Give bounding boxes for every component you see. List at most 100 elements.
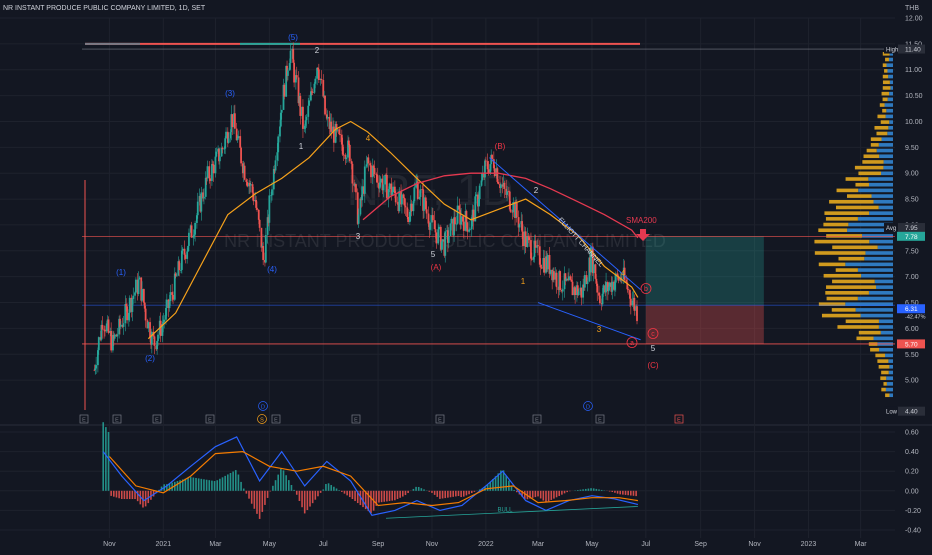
wave-1-blue: (1) xyxy=(116,268,126,277)
candle-body xyxy=(469,229,471,230)
candle-body xyxy=(401,194,403,204)
candle-body xyxy=(314,79,316,84)
candle-body xyxy=(367,157,369,163)
macd-hist-bar xyxy=(561,491,563,495)
vp-bar-up xyxy=(878,245,893,249)
candle-body xyxy=(225,132,227,138)
macd-hist-bar xyxy=(320,491,322,493)
candle-body xyxy=(593,264,595,273)
candle-body xyxy=(197,202,199,216)
macd-hist-bar xyxy=(378,491,380,503)
vp-bar-up xyxy=(861,314,893,318)
price-tick-label: 10.50 xyxy=(905,93,923,100)
candle-body xyxy=(256,208,258,210)
vp-bar-up xyxy=(889,92,893,96)
macd-hist-bar xyxy=(386,491,388,502)
candle-body xyxy=(475,195,477,197)
vp-bar-down xyxy=(880,376,886,380)
vp-bar-up xyxy=(858,189,893,193)
candle-body xyxy=(134,292,136,295)
event-marker-label: E xyxy=(274,418,278,424)
macd-hist-bar xyxy=(399,491,401,498)
vp-bar-down xyxy=(837,325,878,329)
vp-bar-up xyxy=(879,143,893,147)
macd-hist-bar xyxy=(487,485,489,491)
event-marker-label: E xyxy=(677,418,681,424)
macd-hist-bar xyxy=(550,491,552,500)
macd-hist-bar xyxy=(402,491,404,497)
macd-hist-bar xyxy=(246,491,248,494)
vp-bar-down xyxy=(823,223,848,227)
wave-circle-b-label: b xyxy=(644,286,648,293)
vp-bar-down xyxy=(827,297,858,301)
candle-body xyxy=(234,113,236,128)
currency-label: THB xyxy=(905,5,919,12)
time-tick-label: May xyxy=(263,541,277,548)
macd-hist-bar xyxy=(535,491,537,497)
vp-bar-down xyxy=(881,371,889,375)
loss-zone xyxy=(646,305,764,344)
candle-body xyxy=(435,232,437,243)
vp-bar-down xyxy=(883,382,886,386)
macd-hist-bar xyxy=(415,487,417,491)
candle-body xyxy=(268,195,270,222)
candle-body xyxy=(596,284,598,293)
target-price-tag: 7.78 xyxy=(905,234,918,241)
macd-hist-bar xyxy=(397,491,399,499)
macd-tick-label: 0.40 xyxy=(905,449,919,456)
vp-bar-down xyxy=(832,280,875,284)
candle-body xyxy=(549,270,551,274)
candle-body xyxy=(321,79,323,80)
candle-body xyxy=(587,281,589,284)
candle-body xyxy=(114,335,116,339)
wave-2-blue: (2) xyxy=(145,354,155,363)
vp-bar-up xyxy=(868,177,893,181)
price-tick-label: 6.00 xyxy=(905,326,919,333)
macd-hist-bar xyxy=(513,490,515,491)
candle-body xyxy=(253,193,255,201)
position-zones xyxy=(646,236,764,344)
candle-body xyxy=(290,51,292,63)
vp-bar-up xyxy=(883,166,893,170)
event-marker-label: E xyxy=(155,418,159,424)
vp-bar-down xyxy=(824,274,861,278)
macd-hist-bar xyxy=(352,491,354,499)
macd-hist-bar xyxy=(214,481,216,491)
macd-hist-bar xyxy=(267,491,269,498)
candle-body xyxy=(185,255,187,259)
macd-hist-bar xyxy=(471,491,473,493)
candle-body xyxy=(279,126,281,136)
candle-body xyxy=(154,337,156,346)
candle-body xyxy=(454,217,456,224)
candle-body xyxy=(599,296,601,304)
macd-hist-bar xyxy=(611,491,613,492)
macd-hist-bar xyxy=(556,491,558,498)
vp-bar-up xyxy=(890,80,893,84)
candle-body xyxy=(239,136,241,148)
macd-tick-label: -0.20 xyxy=(905,508,921,515)
price-tick-label: 11.00 xyxy=(905,67,922,74)
wave-3-white: 3 xyxy=(356,232,361,241)
vp-bar-up xyxy=(881,172,893,176)
vp-bar-up xyxy=(888,75,893,79)
wave-5-final: 5 xyxy=(651,344,656,353)
candle-body xyxy=(386,175,388,198)
vp-bar-down xyxy=(867,149,877,153)
time-tick-label: May xyxy=(585,541,599,548)
candle-body xyxy=(163,320,165,322)
candle-body xyxy=(384,175,386,185)
candle-body xyxy=(380,179,382,183)
candle-body xyxy=(200,192,202,211)
avg-price-tag-word: Avg xyxy=(886,226,896,232)
macd-hist-bar xyxy=(545,491,547,503)
macd-hist-bar xyxy=(633,491,635,496)
candle-body xyxy=(258,210,260,220)
macd-hist-bar xyxy=(625,491,627,495)
vp-bar-up xyxy=(865,251,893,255)
candle-body xyxy=(287,70,289,75)
macd-tick-label: 0.20 xyxy=(905,469,919,476)
vp-bar-up xyxy=(879,319,893,323)
macd-hist-bar xyxy=(185,479,187,491)
